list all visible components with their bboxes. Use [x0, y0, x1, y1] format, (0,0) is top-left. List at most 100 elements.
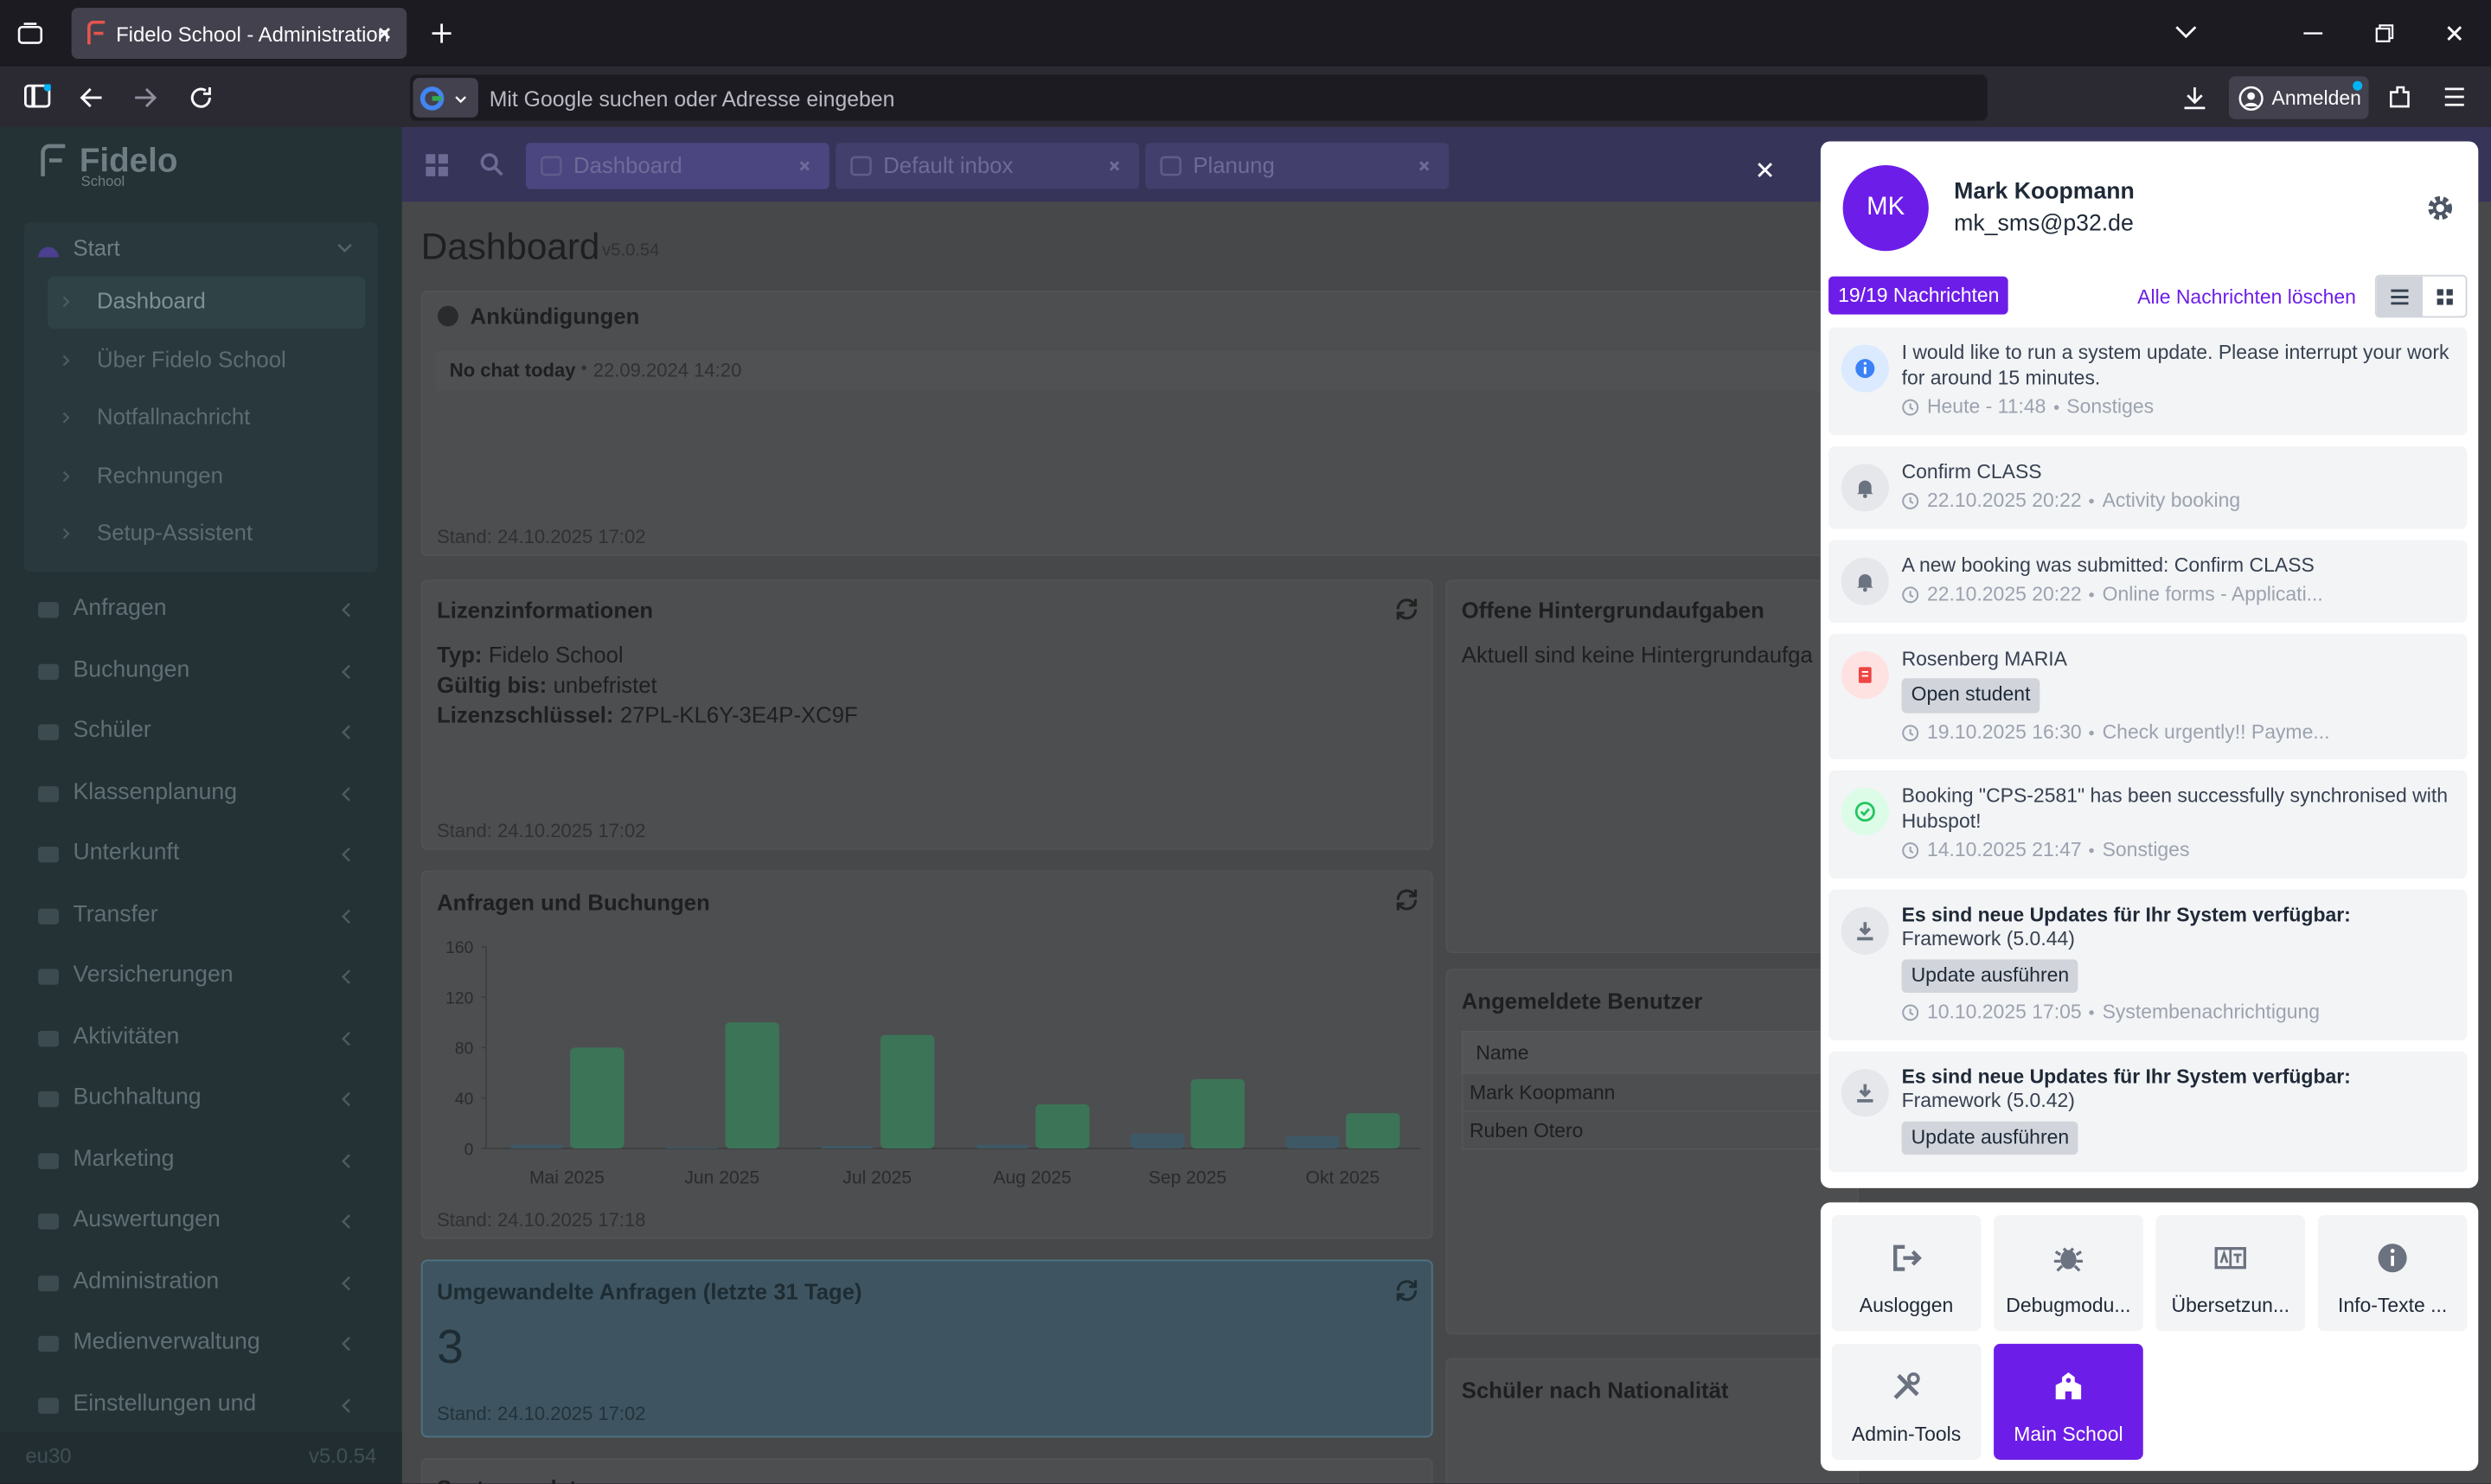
app-tab[interactable]: Default inbox [836, 143, 1139, 189]
icon [1857, 1083, 1873, 1102]
sidebar-item[interactable]: Unterkunft [73, 840, 180, 867]
action-icon [2055, 1372, 2082, 1400]
app-menu[interactable] [2443, 87, 2466, 106]
app-tab-close[interactable] [1107, 159, 1122, 174]
downloads[interactable] [2183, 86, 2207, 110]
icon [1858, 666, 1872, 682]
sign-in-button[interactable]: Anmelden [2228, 76, 2369, 119]
overlay-close[interactable] [1756, 161, 1775, 180]
account-icon [2238, 86, 2264, 112]
start-icon [38, 246, 59, 258]
action-icon [2214, 1247, 2246, 1270]
clock-icon [1902, 842, 1919, 860]
notification[interactable]: A new booking was submitted: Confirm CLA… [1828, 539, 2468, 623]
sidebar-subitem[interactable]: Setup-Assistent [97, 519, 253, 546]
x-tick-label: Jun 2025 [684, 1167, 759, 1187]
menu-icon [38, 724, 59, 740]
sidebar-item[interactable]: Buchhaltung [73, 1084, 202, 1110]
action-tile[interactable]: Ausloggen [1831, 1215, 1982, 1332]
item-chevron [62, 528, 70, 540]
sidebar-item[interactable]: Buchungen [73, 656, 190, 682]
notification[interactable]: Es sind neue Updates für Ihr System verf… [1828, 1051, 2468, 1173]
sidebar-item[interactable]: Administration [73, 1268, 220, 1295]
sidebar-item[interactable]: Aktivitäten [73, 1023, 180, 1050]
list-icon [2391, 289, 2409, 305]
sidebar-item[interactable]: Klassenplanung [73, 778, 238, 805]
sidebar-subitem[interactable]: Über Fidelo School [97, 345, 286, 371]
notification-meta: 10.10.2025 17:05 Systembenachrichtigung [1902, 1001, 2452, 1025]
license-row: Gültig bis: unbefristet [437, 672, 657, 697]
sidebar-item[interactable]: Transfer [73, 901, 158, 927]
address-bar[interactable]: Mit Google suchen oder Adresse eingeben [409, 74, 1988, 121]
user-name: Mark Koopmann [1954, 179, 2135, 205]
new-tab[interactable] [431, 22, 453, 45]
sidebar: Fidelo School Start Dashboard Über Fidelo Sc… [0, 126, 402, 1484]
app-tab[interactable]: Dashboard [525, 143, 829, 189]
sidebar-item[interactable]: Einstellungen und [73, 1391, 257, 1417]
sidebar-item[interactable]: Versicherungen [73, 963, 234, 988]
sidebar-item[interactable]: Marketing [73, 1146, 175, 1172]
view-toggle[interactable] [2374, 274, 2468, 318]
back[interactable] [80, 87, 104, 108]
sign-in-label: Anmelden [2271, 87, 2361, 110]
notification[interactable]: Rosenberg MARIA Open student 19.10.2025 16… [1828, 632, 2468, 759]
notification-button[interactable]: Update ausführen [1901, 1120, 2079, 1155]
menu-chevron [342, 1336, 350, 1352]
notification[interactable]: Confirm CLASS 22.10.2025 20:22 Activity bo… [1828, 445, 2468, 528]
start-label[interactable]: Start [73, 234, 120, 261]
action-tile[interactable]: Admin-Tools [1831, 1343, 1982, 1460]
browser-tab[interactable]: Fidelo School - Administration [71, 8, 407, 59]
tab-list-icon[interactable] [17, 22, 43, 45]
menu-icon [38, 1091, 59, 1108]
notification[interactable]: Es sind neue Updates für Ihr System verf… [1828, 888, 2468, 1040]
notification[interactable]: I would like to run a system update. Ple… [1828, 327, 2468, 435]
sidebar-item[interactable]: Anfragen [73, 595, 167, 622]
extensions[interactable] [2388, 84, 2412, 109]
reload[interactable] [189, 86, 214, 110]
grid-icon[interactable] [426, 154, 448, 176]
grid-icon[interactable] [2437, 289, 2453, 305]
separator [2089, 848, 2095, 854]
action-tile[interactable]: Debugmodu... [1994, 1215, 2143, 1332]
action-tile[interactable]: Main School [1994, 1343, 2143, 1460]
sidebar-subitem[interactable]: Dashboard [97, 287, 206, 313]
sidebar-item[interactable]: Auswertungen [73, 1206, 221, 1233]
footer-version: v5.0.54 [308, 1443, 377, 1468]
app-tab[interactable]: Planung [1145, 143, 1450, 189]
bar [725, 1022, 779, 1148]
search-icon[interactable] [480, 152, 504, 176]
close-window[interactable] [2445, 24, 2464, 43]
notification-button[interactable]: Update ausführen [1901, 958, 2079, 993]
forward[interactable] [133, 87, 157, 108]
minimize[interactable] [2303, 32, 2323, 35]
tab-overflow[interactable] [2174, 25, 2197, 40]
notification-meta: Heute - 11:48 Sonstiges [1902, 395, 2452, 419]
sidebar-item[interactable]: Schüler [73, 718, 151, 744]
notification-icon [1841, 344, 1889, 393]
settings[interactable] [2426, 194, 2455, 222]
sidebar-subitem[interactable]: Notfallnachricht [97, 403, 251, 429]
notification-button[interactable]: Open student [1901, 678, 2040, 713]
separator [2053, 405, 2059, 411]
notification-title: I would like to run a system update. Ple… [1901, 341, 2449, 389]
refresh[interactable] [1395, 1279, 1419, 1303]
action-tile[interactable]: Info-Texte ... [2317, 1215, 2468, 1332]
sidebar-subitem[interactable]: Rechnungen [97, 461, 223, 487]
page-version: v5.0.54 [602, 241, 660, 261]
restore[interactable] [2375, 24, 2394, 43]
action-tile[interactable]: Übersetzun... [2155, 1215, 2306, 1332]
sidebar-toggle[interactable] [24, 84, 51, 108]
notification-title: Es sind neue Updates für Ihr System verf… [1901, 1065, 2351, 1088]
notification-time: 19.10.2025 16:30 [1926, 720, 2082, 743]
sidebar-item[interactable]: Medienverwaltung [73, 1329, 260, 1355]
app-tab-close[interactable] [797, 159, 812, 174]
refresh[interactable] [1395, 598, 1419, 622]
menu-icon [38, 1152, 59, 1168]
clear-all[interactable]: Alle Nachrichten löschen [2137, 285, 2356, 309]
menu-icon [38, 846, 59, 863]
notification[interactable]: Booking "CPS-2581" has been successfully… [1828, 770, 2468, 878]
user-email: mk_sms@p32.de [1954, 211, 2134, 237]
tab-close[interactable] [376, 25, 392, 41]
app-tab-close[interactable] [1417, 159, 1431, 174]
refresh[interactable] [1395, 888, 1419, 912]
